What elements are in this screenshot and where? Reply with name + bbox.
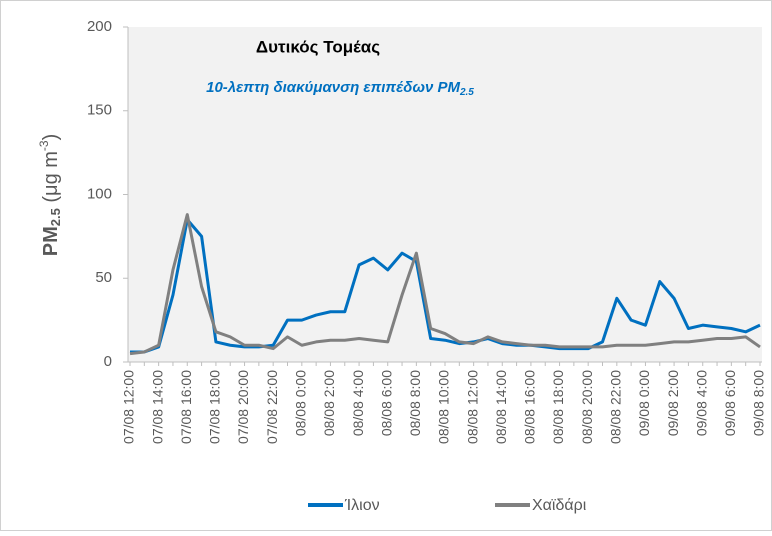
legend-label: Ίλιον: [344, 497, 380, 514]
x-tick-label: 08/08 4:00: [350, 370, 366, 436]
y-tick-label: 50: [95, 269, 112, 286]
subtitle-text: 10-λεπτη διακύμανση επιπέδων PM: [206, 79, 460, 96]
y-axis-label: PM2.5 (μg m-3): [37, 134, 63, 257]
x-tick-label: 08/08 18:00: [550, 370, 566, 444]
x-tick-label: 08/08 20:00: [579, 370, 595, 444]
legend-label: Χαϊδάρι: [532, 497, 587, 514]
x-tick-label: 07/08 18:00: [207, 370, 223, 444]
subtitle-sub: 2.5: [459, 87, 474, 98]
x-tick-label: 08/08 12:00: [464, 370, 480, 444]
x-tick-label: 08/08 8:00: [407, 370, 423, 436]
chart-subtitle: 10-λεπτη διακύμανση επιπέδων PM2.5: [206, 79, 474, 98]
series-line: [130, 218, 761, 354]
series-line: [129, 213, 761, 356]
x-tick-label: 09/08 4:00: [693, 370, 709, 436]
x-tick-label: 08/08 16:00: [522, 370, 538, 444]
y-tick-label: 150: [87, 102, 112, 119]
y-label-part: -3: [37, 140, 51, 151]
x-tick-label: 07/08 20:00: [235, 370, 251, 444]
y-label-part: 2.5: [48, 208, 63, 226]
x-tick-label: 07/08 22:00: [264, 370, 280, 444]
x-tick-label: 08/08 0:00: [293, 370, 309, 436]
y-tick-label: 200: [87, 18, 112, 35]
y-label-part: ): [40, 134, 62, 141]
x-tick-label: 09/08 8:00: [751, 370, 767, 436]
y-tick-label: 100: [87, 185, 112, 202]
y-label-part: (μg m: [40, 151, 62, 208]
chart-title: Δυτικός Τομέας: [256, 37, 380, 56]
x-tick-label: 07/08 14:00: [149, 370, 165, 444]
y-tick-label: 0: [104, 353, 112, 370]
x-tick-label: 09/08 2:00: [665, 370, 681, 436]
x-tick-label: 07/08 16:00: [178, 370, 194, 444]
x-tick-label: 08/08 14:00: [493, 370, 509, 444]
x-tick-label: 08/08 10:00: [436, 370, 452, 444]
x-tick-label: 09/08 6:00: [722, 370, 738, 436]
x-tick-label: 08/08 6:00: [378, 370, 394, 436]
x-tick-label: 08/08 2:00: [321, 370, 337, 436]
x-tick-label: 07/08 12:00: [121, 370, 137, 444]
plot-area: [128, 27, 762, 362]
y-label-part: PM: [40, 226, 62, 256]
x-tick-label: 08/08 22:00: [608, 370, 624, 444]
x-tick-label: 09/08 0:00: [636, 370, 652, 436]
